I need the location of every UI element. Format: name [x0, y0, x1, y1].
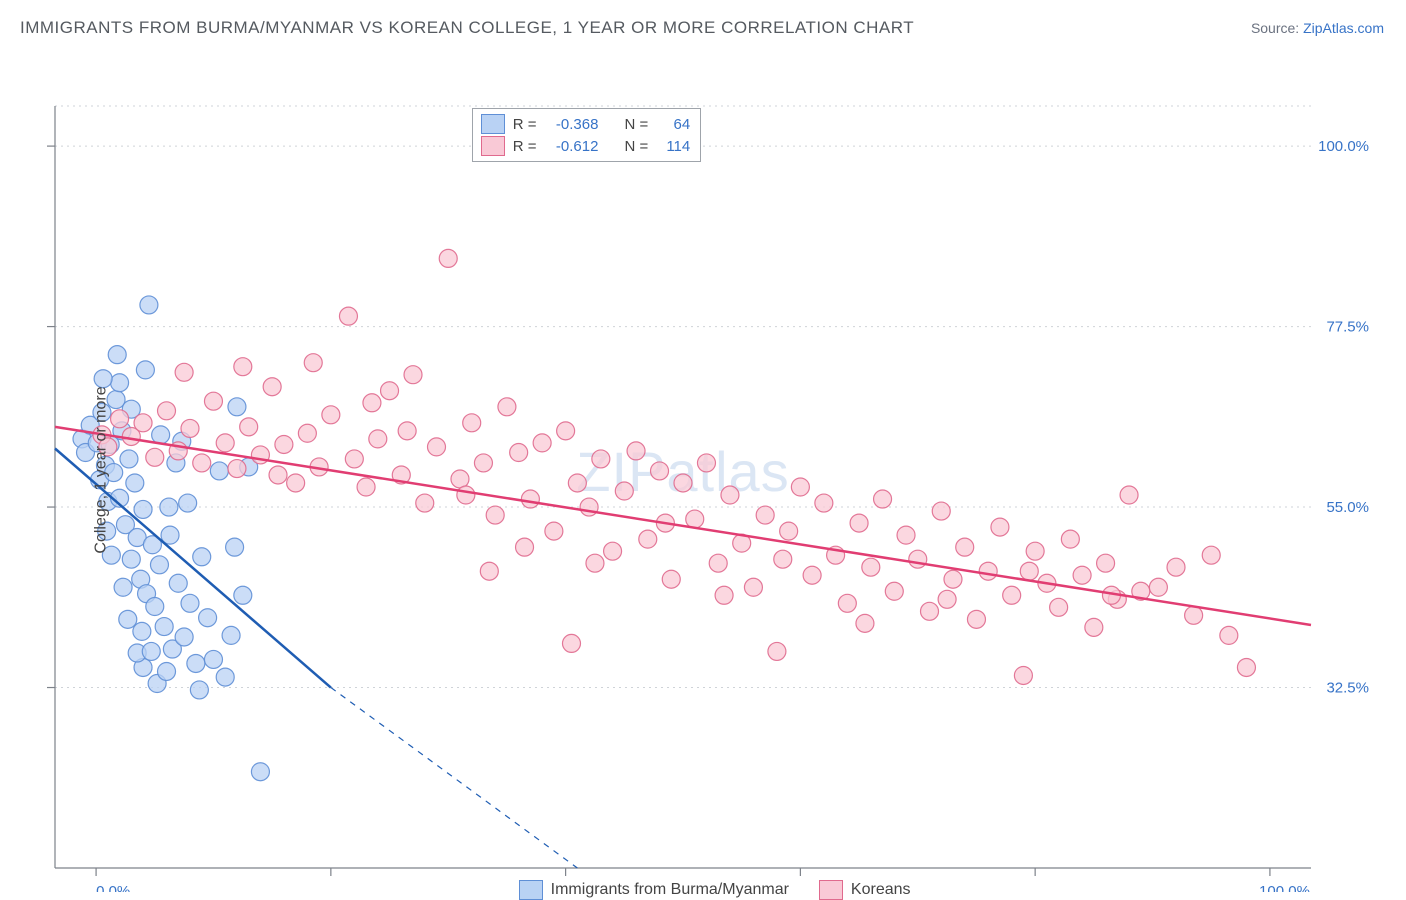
chart-area: College, 1 year or more ZIPatlas 32.5% 55.…	[0, 48, 1406, 892]
series-legend: Immigrants from Burma/MyanmarKoreans	[519, 880, 911, 900]
svg-text:55.0%: 55.0%	[1326, 499, 1369, 516]
watermark: ZIPatlas	[576, 440, 789, 503]
scatter-plot: ZIPatlas 32.5% 55.0% 77.5% 100.0% 0.0% 100.0%	[0, 48, 1406, 892]
svg-text:77.5%: 77.5%	[1326, 319, 1369, 336]
svg-text:100.0%: 100.0%	[1259, 883, 1310, 892]
svg-text:0.0%: 0.0%	[96, 883, 130, 892]
source-link[interactable]: ZipAtlas.com	[1303, 20, 1384, 36]
svg-text:100.0%: 100.0%	[1318, 138, 1369, 155]
chart-title: IMMIGRANTS FROM BURMA/MYANMAR VS KOREAN …	[20, 18, 914, 38]
y-axis-label: College, 1 year or more	[93, 386, 111, 553]
source-attribution: Source: ZipAtlas.com	[1251, 20, 1384, 36]
svg-text:32.5%: 32.5%	[1326, 680, 1369, 697]
stats-legend: R =-0.368N =64R =-0.612N =114	[472, 108, 702, 162]
source-prefix: Source:	[1251, 20, 1303, 36]
